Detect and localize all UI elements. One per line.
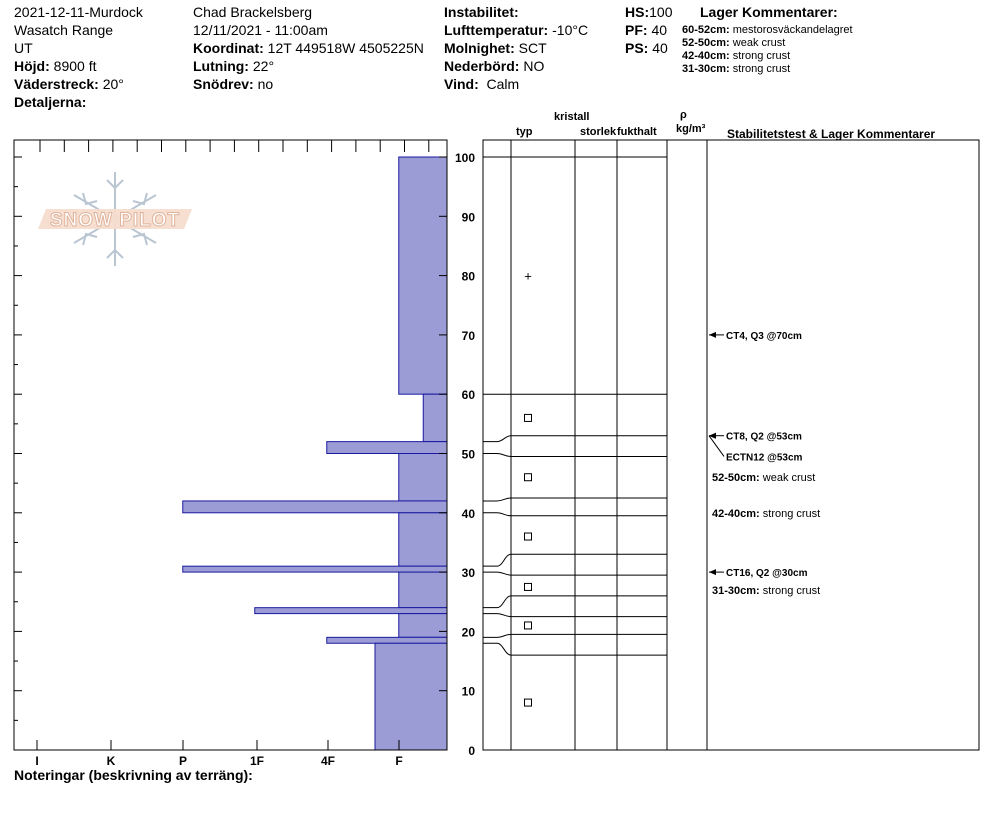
logo-text: SNOW PILOT	[50, 210, 180, 231]
hardness-bar-3	[398, 453, 448, 502]
hardness-bar-11	[374, 642, 448, 751]
coord-row: Koordinat: 12T 449518W 4505225N	[193, 40, 424, 56]
hardness-bar-10	[326, 636, 448, 644]
observer: Chad Brackelsberg	[193, 4, 313, 20]
layer-boundary	[483, 497, 667, 502]
hardness-bar-7	[398, 571, 448, 609]
layer-boundary	[483, 613, 667, 618]
y-tick-label: 90	[462, 210, 476, 224]
test-arrow-line	[708, 435, 725, 457]
location-line-2: Wasatch Range	[14, 22, 114, 38]
wind-row: Vind: Calm	[444, 76, 520, 92]
layer-note-2: 31-30cm: strong crust	[712, 585, 820, 597]
terrain-notes-label: Noteringar (beskrivning av terräng):	[14, 767, 253, 783]
snowpilot-logo: SNOW PILOT	[38, 172, 192, 266]
datetime: 12/11/2021 - 11:00am	[193, 22, 328, 38]
col-stability-heading: Stabilitetstest & Lager Kommentarer	[727, 127, 936, 141]
col-fukthalt-heading: fukthalt	[617, 126, 657, 138]
test-arrow-head	[709, 569, 716, 576]
slope-row: Lutning: 22°	[193, 58, 275, 74]
layer-boundary	[483, 633, 667, 638]
height-row: Höjd: 8900 ft	[14, 58, 97, 74]
col-storlek-heading: storlek	[580, 126, 616, 138]
layer-comment-1: 60-52cm: mestorosväckandelagret	[682, 24, 853, 36]
y-tick-label: 50	[462, 448, 476, 462]
location-line-1: 2021-12-11-Murdock	[14, 4, 143, 20]
col-typ-heading: typ	[516, 126, 533, 138]
hardness-bar-2	[326, 441, 448, 455]
profile-table-frame	[482, 139, 980, 751]
layer-boundary	[483, 642, 667, 656]
layer-boundary	[483, 571, 667, 576]
y-tick-label: 10	[462, 685, 476, 699]
hardness-bar-9	[398, 613, 448, 638]
y-tick-label: 0	[468, 744, 475, 758]
test-arrow-head	[709, 331, 716, 338]
layer-note-1: 42-40cm: strong crust	[712, 508, 820, 520]
location-line-3: UT	[14, 40, 33, 56]
grain-symbol-4	[524, 582, 532, 591]
layer-boundary	[483, 453, 667, 457]
hardness-label-P: P	[179, 754, 187, 768]
grain-symbol-5	[524, 621, 532, 630]
hardness-bar-4	[182, 500, 448, 514]
stability-test-2: ECTN12 @53cm	[726, 452, 803, 463]
stability-test-3: CT16, Q2 @30cm	[726, 568, 808, 579]
col-kristall-heading: kristall	[554, 111, 590, 123]
y-tick-label: 60	[462, 388, 476, 402]
layer-comment-3: 42-40cm: strong crust	[682, 50, 791, 62]
layer-comment-4: 31-30cm: strong crust	[682, 63, 791, 75]
layer-boundary	[483, 553, 667, 567]
hardness-bar-8	[254, 607, 448, 615]
hardness-label-K: K	[107, 754, 116, 768]
layer-boundary	[483, 595, 667, 609]
y-tick-label: 30	[462, 566, 476, 580]
grain-symbol-2	[524, 473, 532, 482]
y-tick-label: 20	[462, 625, 476, 639]
y-tick-label: 80	[462, 270, 476, 284]
hardness-bar-5	[398, 512, 448, 567]
layer-boundary	[483, 512, 667, 517]
col-rho-heading: ρ	[680, 109, 687, 121]
drift-row: Snödrev: no	[193, 76, 274, 92]
layer-boundary	[483, 435, 667, 443]
hardness-label-I: I	[35, 754, 38, 768]
stability-test-1: CT8, Q2 @53cm	[726, 432, 802, 443]
hardness-label-1F: 1F	[250, 754, 264, 768]
test-arrow-head	[709, 432, 716, 439]
details-label: Detaljerna:	[14, 94, 87, 110]
instability-label: Instabilitet:	[444, 4, 519, 20]
grain-symbol-1	[524, 413, 532, 422]
layer-note-0: 52-50cm: weak crust	[712, 472, 815, 484]
y-tick-label: 100	[455, 151, 475, 165]
stability-test-0: CT4, Q3 @70cm	[726, 331, 802, 342]
sky-row: Molnighet: SCT	[444, 40, 547, 56]
layer-comments-title: Lager Kommentarer:	[700, 4, 838, 20]
col-density-unit: kg/m³	[676, 123, 706, 135]
y-tick-label: 40	[462, 507, 476, 521]
layer-comment-2: 52-50cm: weak crust	[682, 37, 786, 49]
grain-symbol-0: +	[524, 269, 532, 284]
hardness-label-4F: 4F	[321, 754, 335, 768]
aspect-row: Väderstreck: 20°	[14, 76, 124, 92]
y-tick-label: 70	[462, 329, 476, 343]
hs-row: HS:100	[625, 4, 673, 20]
airtemp-row: Lufttemperatur: -10°C	[444, 22, 589, 38]
pf-row: PF: 40	[625, 22, 668, 38]
grain-symbol-6	[524, 698, 532, 707]
hardness-bar-1	[422, 393, 448, 443]
hardness-bar-6	[182, 565, 448, 573]
hardness-plot-frame	[13, 139, 448, 751]
grain-symbol-3	[524, 532, 532, 541]
hardness-label-F: F	[395, 754, 402, 768]
ps-row: PS: 40	[625, 40, 668, 56]
precip-row: Nederbörd: NO	[444, 58, 545, 74]
